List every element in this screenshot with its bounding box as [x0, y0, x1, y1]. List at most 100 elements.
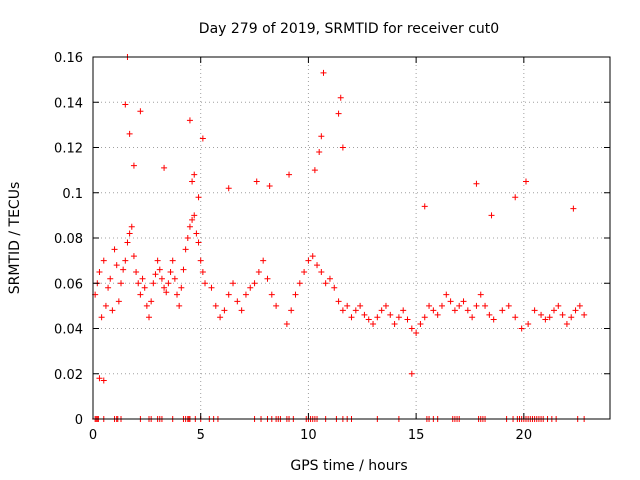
y-tick-label: 0	[75, 413, 83, 428]
data-point	[576, 302, 583, 309]
data-point	[208, 284, 215, 291]
data-point	[146, 314, 153, 321]
data-point	[167, 268, 174, 275]
data-point	[171, 275, 178, 282]
data-point	[143, 302, 150, 309]
data-point	[255, 268, 262, 275]
data-point	[107, 275, 114, 282]
data-point	[434, 311, 441, 318]
data-point	[559, 311, 566, 318]
data-point	[273, 302, 280, 309]
data-point	[400, 307, 407, 314]
data-point	[176, 302, 183, 309]
data-point	[199, 268, 206, 275]
data-point	[260, 257, 267, 264]
data-point	[555, 302, 562, 309]
y-tick-label: 0.1	[62, 187, 83, 202]
data-point	[283, 320, 290, 327]
data-point	[126, 130, 133, 137]
data-point	[550, 307, 557, 314]
data-point	[109, 307, 116, 314]
x-tick-label: 15	[408, 428, 425, 443]
data-point	[404, 316, 411, 323]
data-point	[100, 257, 107, 264]
y-tick-label: 0.16	[54, 51, 83, 66]
data-point	[430, 307, 437, 314]
y-tick-label: 0.08	[54, 232, 83, 247]
data-point	[357, 302, 364, 309]
data-point	[572, 307, 579, 314]
data-point	[348, 314, 355, 321]
data-point	[505, 302, 512, 309]
data-point	[225, 291, 232, 298]
data-point	[456, 302, 463, 309]
data-point	[137, 108, 144, 115]
data-point	[184, 235, 191, 241]
data-point	[538, 311, 545, 318]
data-point	[191, 212, 198, 219]
data-point	[122, 257, 129, 264]
data-point	[408, 325, 415, 332]
data-point	[158, 275, 165, 282]
data-point	[150, 280, 157, 287]
data-point	[477, 291, 484, 298]
data-point	[135, 280, 142, 287]
data-point	[322, 280, 329, 287]
data-point	[438, 302, 445, 309]
data-point	[238, 307, 245, 314]
data-point	[96, 375, 103, 382]
data-point	[102, 302, 109, 309]
data-point	[318, 133, 325, 140]
data-point	[199, 135, 206, 142]
data-point	[163, 289, 170, 296]
data-point	[247, 284, 254, 291]
data-point	[288, 307, 295, 314]
data-point	[225, 185, 232, 192]
data-point	[189, 178, 196, 185]
data-point	[130, 253, 137, 260]
data-point	[339, 144, 346, 151]
data-point	[331, 284, 338, 291]
data-point	[344, 302, 351, 309]
data-point	[417, 320, 424, 327]
data-point	[469, 314, 476, 321]
grid-lines	[93, 57, 610, 419]
data-point	[320, 69, 327, 76]
data-point	[152, 271, 159, 278]
data-point	[546, 314, 553, 321]
data-point	[488, 212, 495, 219]
data-point	[191, 171, 198, 178]
chart-title: Day 279 of 2019, SRMTID for receiver cut…	[199, 21, 499, 37]
data-point	[111, 246, 118, 253]
plot-frame	[92, 56, 611, 420]
data-point	[195, 194, 202, 201]
data-point	[421, 203, 428, 210]
data-point	[370, 320, 377, 327]
data-point	[266, 182, 273, 189]
data-point	[264, 275, 271, 282]
data-point	[141, 284, 148, 291]
data-point	[447, 298, 454, 305]
data-point	[482, 302, 489, 309]
data-point	[128, 223, 135, 230]
data-point	[195, 239, 202, 246]
data-point	[296, 280, 303, 287]
x-tick-label: 0	[89, 428, 97, 443]
data-point	[186, 223, 193, 230]
y-tick-label: 0.14	[54, 96, 83, 111]
data-point	[512, 194, 519, 201]
y-tick-label: 0.04	[54, 323, 83, 338]
data-point	[182, 246, 189, 253]
data-point	[148, 298, 155, 305]
y-tick-label: 0.06	[54, 277, 83, 292]
data-point	[161, 164, 168, 171]
data-point	[335, 110, 342, 117]
tick-labels: 0 0.02 0.04 0.06 0.08 0.1 0.12 0.14 0.16 0 5 10 15 20	[54, 51, 532, 443]
data-point	[486, 311, 493, 318]
data-point	[581, 311, 588, 318]
data-point	[292, 291, 299, 298]
data-point	[268, 291, 275, 298]
data-point	[391, 320, 398, 327]
data-point	[115, 298, 122, 305]
